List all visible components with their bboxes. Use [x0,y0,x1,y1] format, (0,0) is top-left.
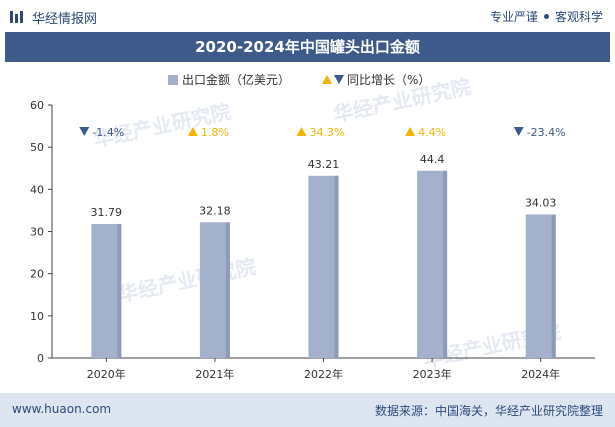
bar-shade [225,222,230,358]
legend-label-growth: 同比增长（%） [347,73,430,87]
y-tick-label: 30 [30,226,44,239]
legend-swatch-amount [168,75,178,85]
bar [417,170,448,358]
slogan: 专业严谨 客观科学 [490,8,603,25]
y-tick-label: 60 [30,99,44,112]
bar-shade [551,214,556,358]
bar [525,214,556,358]
x-tick-label: 2024年 [521,367,560,381]
bar-shade [334,175,339,358]
y-tick-label: 10 [30,310,44,323]
footer-source: 数据来源：中国海关，华经产业研究院整理 [374,404,603,418]
growth-up-icon [187,127,198,136]
logo-icon [10,11,23,23]
x-tick-label: 2020年 [87,367,126,381]
growth-label: 34.3% [310,126,345,139]
growth-label: -23.4% [527,126,566,139]
bar [308,175,339,358]
bar-value-label: 31.79 [91,206,123,219]
slogan-left: 专业严谨 [489,10,538,24]
chart: 华经产业研究院 华经产业研究院华经产业研究院华经产业研究院010203040506… [30,72,595,381]
legend-up-icon [322,75,332,84]
growth-label: -1.4% [92,126,124,139]
slogan-right: 客观科学 [554,10,603,24]
growth-down-icon [79,127,90,136]
top-bar: 华经情报网 专业严谨 客观科学 [0,0,615,32]
bar-shade [117,223,122,358]
brand-name: 华经情报网 [32,12,98,27]
slogan-dot-icon [543,14,549,19]
legend-label-amount: 出口金额（亿美元） [182,72,290,87]
growth-down-icon [513,127,524,136]
y-tick-label: 40 [30,183,44,196]
growth-up-icon [405,127,416,136]
bar-shade [443,170,448,358]
x-tick-label: 2021年 [195,367,234,381]
watermark-text: 华经产业研究院 [116,254,258,307]
x-tick-label: 2023年 [413,367,452,381]
growth-label: 1.8% [201,126,229,139]
growth-up-icon [296,127,307,136]
bar [91,223,122,358]
x-tick-label: 2022年 [304,367,343,381]
y-tick-label: 0 [37,352,44,365]
bar-value-label: 44.4 [420,153,445,166]
chart-title: 2020-2024年中国罐头出口金额 [195,38,420,56]
footer: www.huaon.com 数据来源：中国海关，华经产业研究院整理 [0,393,615,427]
title-bar: 2020-2024年中国罐头出口金额 [5,32,610,62]
footer-url[interactable]: www.huaon.com [12,402,112,416]
bar-value-label: 32.18 [199,204,231,217]
y-tick-label: 20 [30,268,44,281]
growth-label: 4.4% [418,126,446,139]
bar-value-label: 34.03 [525,197,557,210]
y-tick-label: 50 [30,141,44,154]
bar-value-label: 43.21 [308,158,340,171]
bar [199,222,230,358]
legend-down-icon [334,75,344,84]
